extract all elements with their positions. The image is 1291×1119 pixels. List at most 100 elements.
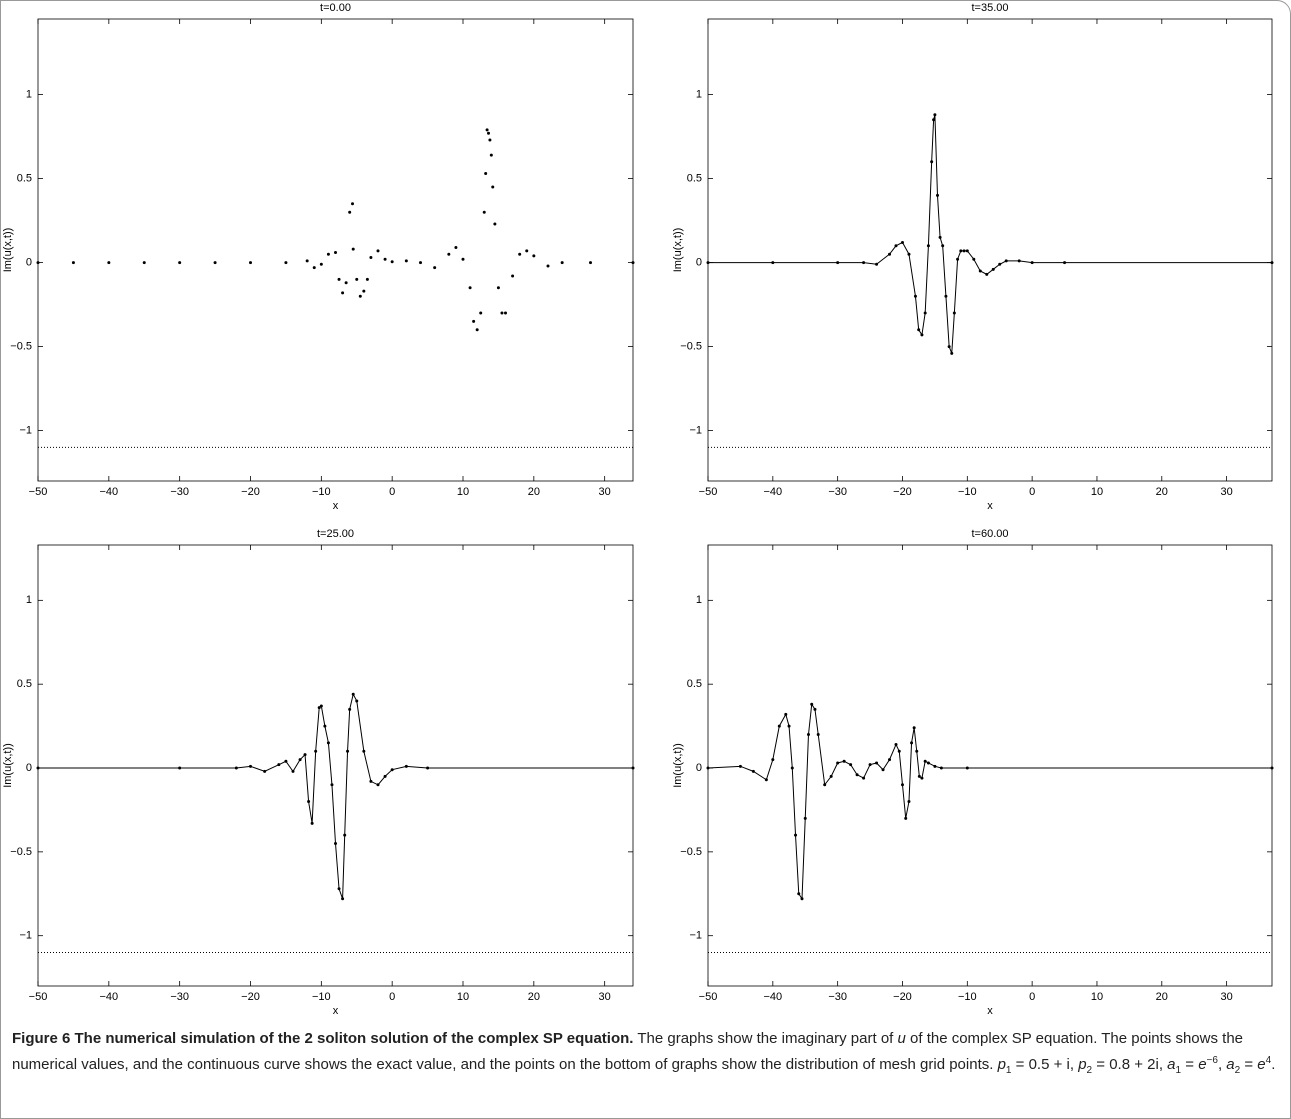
caption-text: , [1217, 1056, 1227, 1073]
x-tick-label: −20 [241, 486, 260, 498]
data-point [351, 692, 355, 696]
x-tick-label: 30 [599, 991, 611, 1003]
data-point [468, 286, 472, 290]
data-point [965, 766, 969, 770]
data-point [298, 758, 302, 762]
data-point [249, 764, 252, 768]
x-tick-label: 30 [1220, 486, 1232, 498]
data-point [959, 249, 963, 253]
caption-title: Figure 6 The numerical simulation of the… [12, 1030, 634, 1047]
data-point [912, 726, 916, 730]
data-point [491, 185, 495, 189]
y-axis-label: Im(u(x,t)) [672, 228, 684, 273]
data-point [706, 766, 710, 770]
data-point [312, 266, 316, 270]
data-point [330, 783, 334, 787]
data-point [337, 277, 341, 281]
data-point [319, 704, 323, 708]
data-point [178, 766, 182, 770]
x-tick-label: −20 [241, 991, 260, 1003]
data-point [249, 261, 252, 265]
chart-title: t=25.00 [317, 528, 354, 540]
data-point [930, 160, 934, 164]
data-point [482, 210, 486, 214]
caption-text: . [1271, 1056, 1276, 1073]
y-tick-label: 0 [26, 762, 32, 774]
y-tick-label: 0.5 [687, 173, 702, 185]
data-point [947, 345, 951, 349]
data-point [263, 769, 267, 773]
caption-text: e [1257, 1056, 1266, 1073]
data-point [900, 783, 904, 787]
data-point [764, 778, 768, 782]
data-point [913, 294, 917, 298]
data-point [926, 761, 930, 765]
x-tick-label: 20 [1156, 486, 1168, 498]
plot-frame [707, 18, 1273, 482]
x-axis-label: x [987, 500, 993, 512]
data-point [972, 257, 976, 261]
x-tick-label: −20 [893, 486, 912, 498]
y-tick-label: 1 [696, 89, 702, 101]
data-point [920, 776, 924, 780]
y-tick-label: 0.5 [17, 678, 32, 690]
data-point [875, 262, 879, 266]
data-point [487, 131, 490, 135]
x-tick-label: −40 [99, 486, 118, 498]
data-point [904, 816, 908, 820]
data-point [284, 261, 288, 265]
caption-text: p [997, 1056, 1006, 1073]
data-point [326, 252, 330, 256]
data-point [404, 259, 408, 263]
data-point [849, 763, 853, 767]
data-point [589, 261, 592, 265]
data-point [343, 833, 347, 837]
x-axis-label: x [333, 500, 339, 512]
data-point [213, 261, 217, 265]
data-point [234, 766, 238, 770]
data-point [829, 774, 833, 778]
data-point [816, 732, 820, 736]
data-point [362, 749, 366, 753]
data-point [351, 247, 355, 251]
data-point [962, 249, 966, 253]
data-point [875, 761, 879, 765]
data-point [800, 897, 804, 901]
x-tick-label: 20 [528, 486, 540, 498]
caption-text: = [1240, 1056, 1258, 1073]
data-point [493, 222, 497, 226]
data-point [560, 261, 564, 265]
data-point [985, 272, 989, 276]
data-point [935, 193, 939, 197]
data-point [71, 261, 75, 265]
data-point [291, 769, 295, 773]
x-tick-label: 20 [528, 991, 540, 1003]
data-point [917, 328, 921, 332]
data-point [813, 707, 817, 711]
data-point [888, 252, 892, 256]
data-point [355, 699, 359, 703]
y-tick-label: 1 [26, 594, 32, 606]
data-point [915, 749, 919, 753]
caption-text: a [1226, 1056, 1235, 1073]
data-point [939, 766, 943, 770]
y-tick-label: 0.5 [687, 678, 702, 690]
data-point [426, 766, 430, 770]
data-point [836, 761, 840, 765]
data-point [941, 244, 945, 248]
data-point [794, 833, 798, 837]
y-axis-label: Im(u(x,t)) [672, 743, 684, 788]
data-point [1063, 261, 1067, 265]
x-tick-label: −50 [29, 486, 48, 498]
x-tick-label: −10 [312, 486, 331, 498]
data-point [631, 766, 635, 770]
data-point [344, 281, 348, 285]
data-point [1017, 259, 1021, 263]
data-point [950, 351, 954, 355]
data-point [978, 269, 982, 273]
data-point [790, 766, 794, 770]
chart-title: t=35.00 [971, 2, 1008, 14]
data-point [305, 259, 309, 263]
x-tick-label: 10 [457, 486, 469, 498]
